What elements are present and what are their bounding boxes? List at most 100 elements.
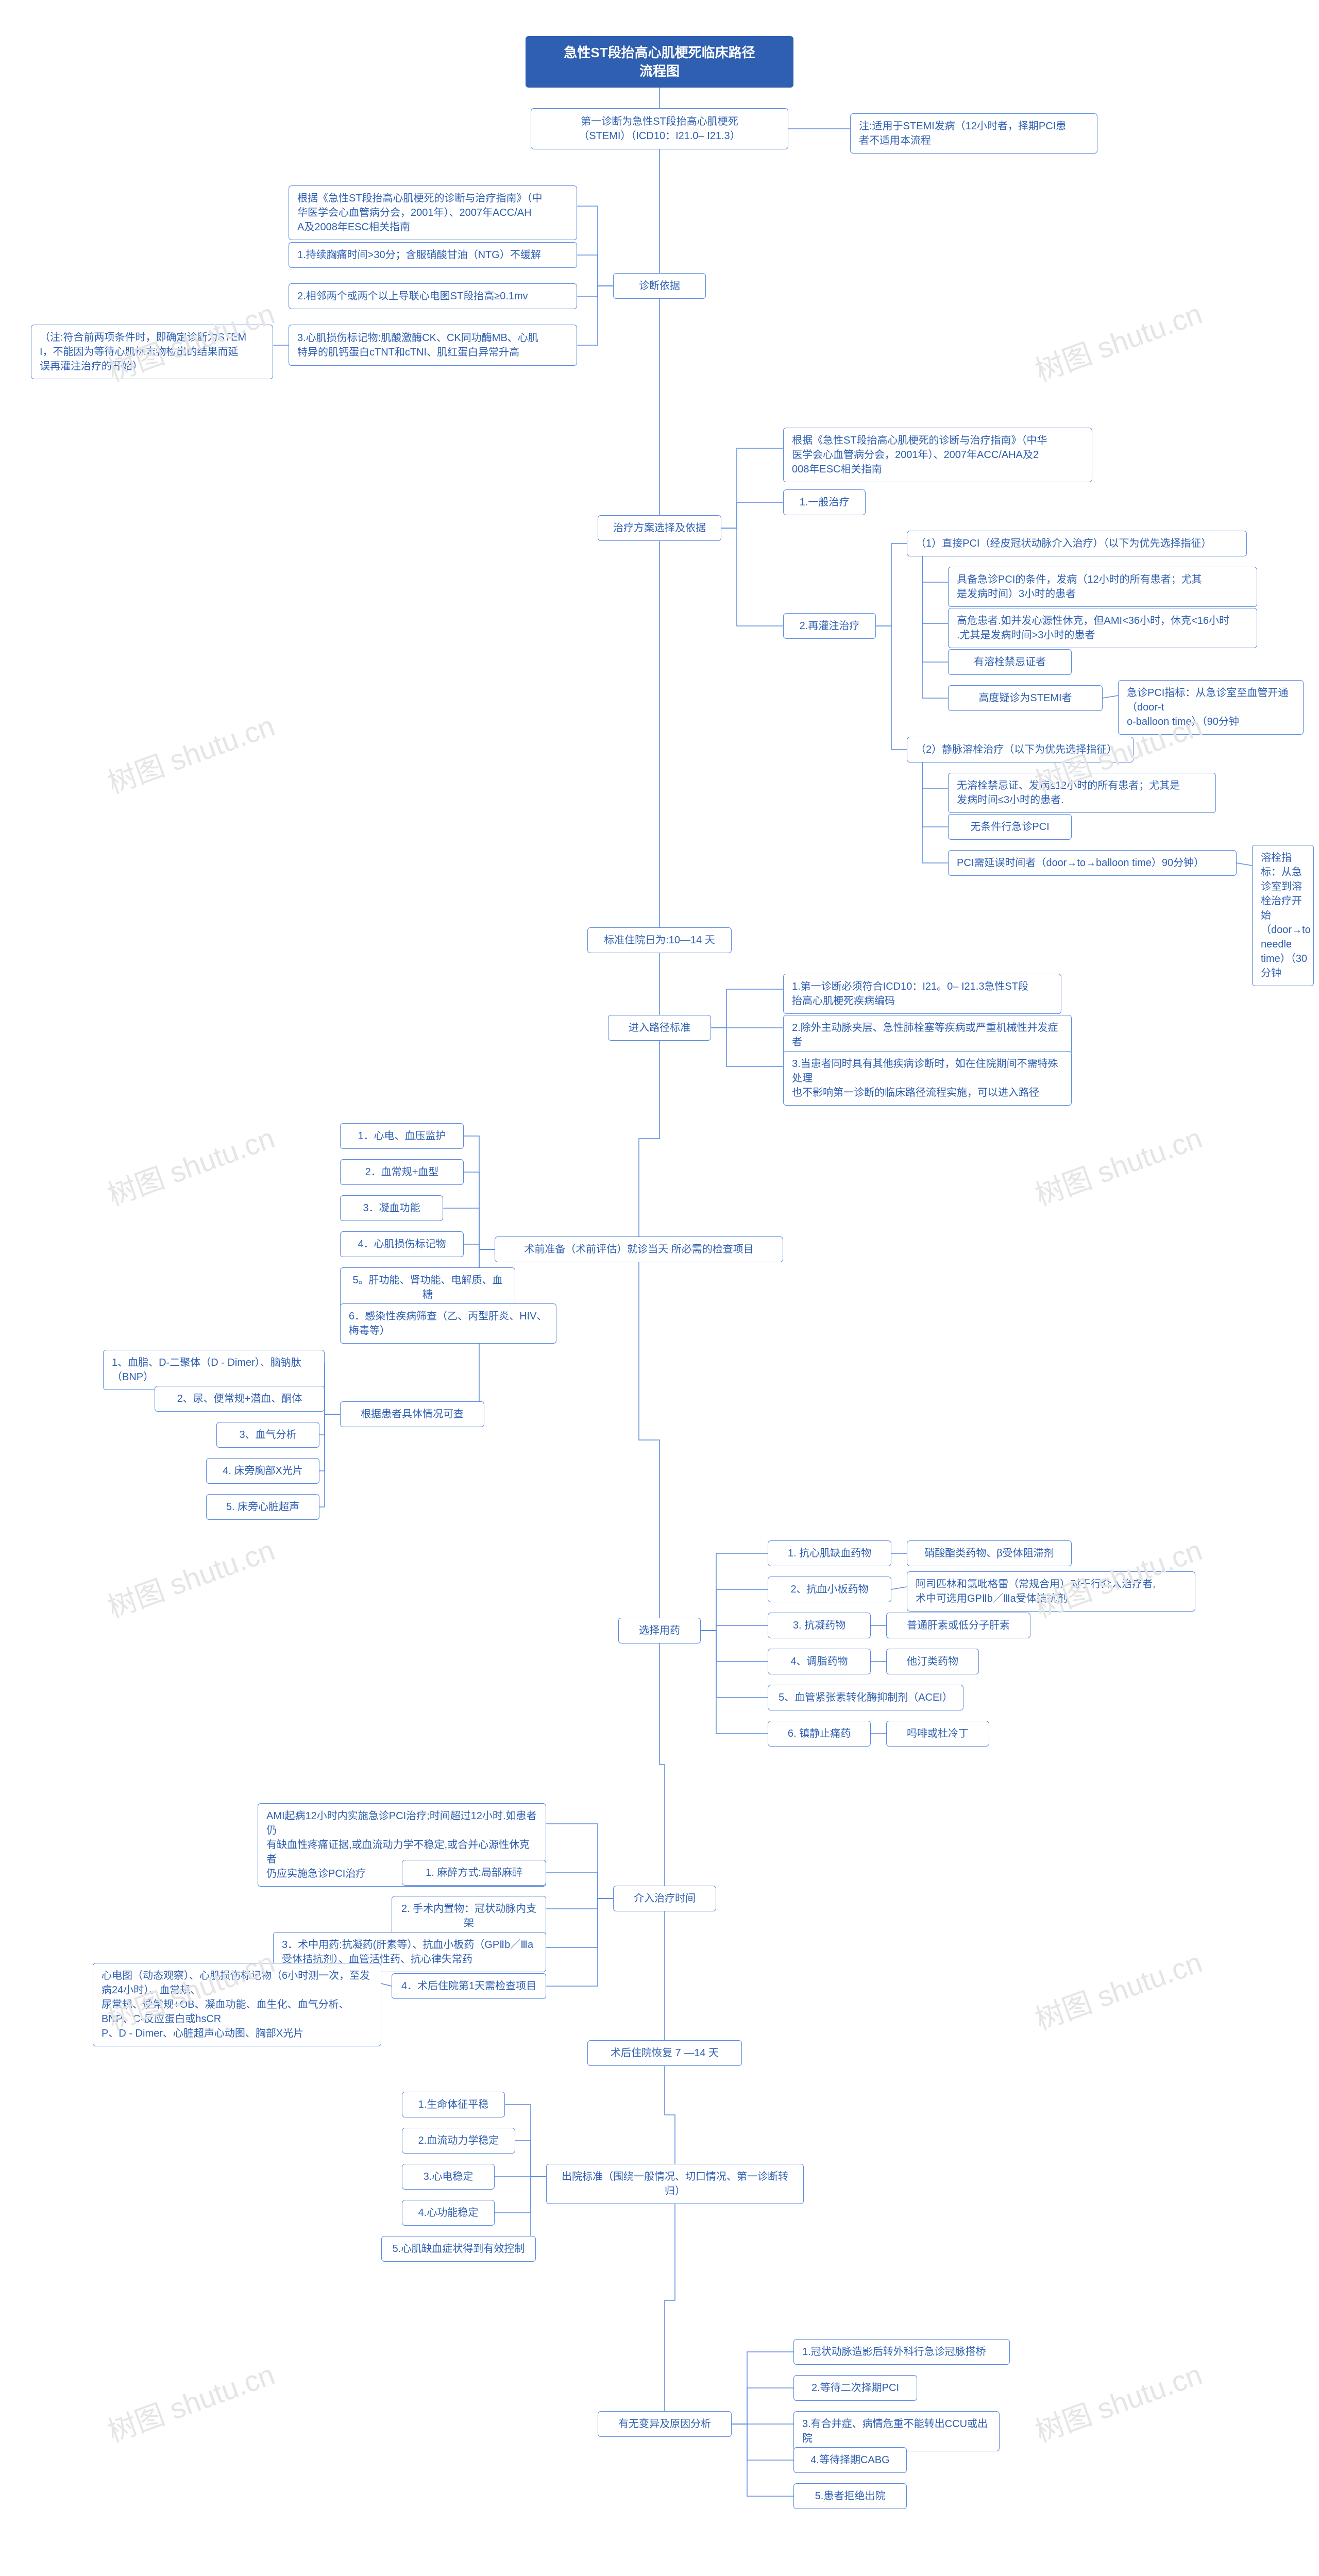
- node-drug_2: 2、抗血小板药物: [768, 1577, 891, 1602]
- node-basis_3a: （注:符合前两项条件时，即确定诊断为STEMI，不能因为等待心肌标志物检出的结果…: [31, 325, 273, 379]
- edge: [546, 1899, 613, 1986]
- node-postlos: 术后住院恢复 7 —14 天: [587, 2040, 742, 2066]
- node-enter_1: 1.第一诊断必须符合ICD10：I21。0– I21.3急性ST段抬高心肌梗死疾…: [783, 974, 1061, 1014]
- node-drug_1a: 硝酸酯类药物、β受体阻滞剂: [907, 1540, 1072, 1566]
- edge: [876, 626, 907, 750]
- edge: [701, 1625, 768, 1631]
- watermark: 树图 shutu.cn: [101, 1115, 280, 1214]
- edge: [464, 1244, 495, 1249]
- watermark: 树图 shutu.cn: [101, 2351, 280, 2450]
- edge: [711, 1028, 783, 1066]
- edge: [922, 556, 948, 698]
- edge: [665, 2066, 675, 2164]
- node-disc_3: 3.心电稳定: [402, 2164, 495, 2190]
- node-drug_5: 5、血管紧张素转化酶抑制剂（ACEI）: [768, 1685, 963, 1710]
- node-pre_4: 4．心肌损伤标记物: [340, 1231, 464, 1257]
- edge: [701, 1631, 768, 1734]
- edge: [701, 1589, 768, 1631]
- node-var: 有无变异及原因分析: [598, 2411, 732, 2437]
- edge: [319, 1414, 340, 1471]
- watermark: 树图 shutu.cn: [101, 703, 280, 802]
- edge: [922, 556, 948, 662]
- watermark: 树图 shutu.cn: [1028, 1939, 1207, 2038]
- node-drug_3a: 普通肝素或低分子肝素: [886, 1613, 1030, 1638]
- edge: [721, 528, 783, 626]
- node-var_1: 1.冠状动脉造影后转外科行急诊冠脉搭桥: [793, 2339, 1010, 2365]
- edge: [711, 989, 783, 1028]
- node-plan_2: 2.再灌注治疗: [783, 613, 876, 639]
- edge: [660, 1643, 665, 1886]
- node-var_4: 4.等待择期CABG: [793, 2447, 907, 2473]
- node-plan_ref: 根据《急性ST段抬高心肌梗死的诊断与治疗指南》（中华医学会心血管病分会，2001…: [783, 428, 1092, 482]
- node-enter_3: 3.当患者同时具有其他疾病诊断时，如在住院期间不需特殊处理也不影响第一诊断的临床…: [783, 1051, 1072, 1106]
- node-title: 急性ST段抬高心肌梗死临床路径流程图: [526, 36, 793, 88]
- node-var_5: 5.患者拒绝出院: [793, 2483, 907, 2509]
- node-lysis_c: PCI需延误时间者（door→to→balloon time）90分钟）: [948, 850, 1237, 876]
- node-pre_2: 2．血常规+血型: [340, 1159, 464, 1185]
- node-pre_5: 5。肝功能、肾功能、电解质、血糖: [340, 1267, 515, 1308]
- node-opt_2: 2、尿、便常规+潜血、酮体: [155, 1386, 325, 1412]
- node-drug_4: 4、调脂药物: [768, 1649, 871, 1674]
- node-disc: 出院标准（围绕一般情况、切口情况、第一诊断转归）: [546, 2164, 804, 2204]
- edge: [639, 1262, 660, 1618]
- node-lysis_a: 无溶栓禁忌证、发病≤12小时的所有患者；尤其是发病时间≤3小时的患者.: [948, 773, 1216, 813]
- node-disc_1: 1.生命体征平稳: [402, 2092, 505, 2117]
- watermark: 树图 shutu.cn: [1028, 1115, 1207, 1214]
- edge: [577, 286, 613, 296]
- node-intv_4a: 心电图（动态观察）、心肌损伤标记物（6小时测一次，至发病24小时）、血常规、尿常…: [93, 1963, 381, 2046]
- node-drug_2a: 阿司匹林和氯吡格雷（常规合用）对于行介入治疗者,术中可选用GPⅡb／Ⅲa受体拮抗…: [907, 1571, 1195, 1612]
- edge: [721, 502, 783, 528]
- node-pci_b: 高危患者.如并发心源性休克，但AMI<36小时，休克<16小时.尤其是发病时间>…: [948, 608, 1257, 648]
- edge: [464, 1172, 495, 1249]
- node-intv_1: 1. 麻醉方式:局部麻醉: [402, 1860, 546, 1886]
- node-pci_hdr: （1）直接PCI（经皮冠状动脉介入治疗）（以下为优先选择指征）: [907, 531, 1247, 556]
- edge: [464, 1136, 495, 1249]
- node-intv_2: 2. 手术内置物：冠状动脉内支架: [392, 1896, 546, 1936]
- edge: [546, 1899, 613, 1947]
- edge: [732, 2388, 793, 2424]
- edge: [732, 2424, 793, 2460]
- edge: [922, 762, 948, 788]
- node-opt_5: 5. 床旁心脏超声: [206, 1494, 319, 1520]
- edge: [701, 1631, 768, 1698]
- node-diag: 第一诊断为急性ST段抬高心肌梗死（STEMI）（ICD10：I21.0– I21…: [531, 108, 788, 149]
- edge: [577, 206, 613, 286]
- node-preop: 术前准备（术前评估）就诊当天 所必需的检查项目: [495, 1236, 783, 1262]
- node-opt_1: 1、血脂、D-二聚体（D - Dimer）、脑钠肽（BNP）: [103, 1350, 325, 1390]
- edge: [665, 2190, 675, 2411]
- node-opt_3: 3、血气分析: [216, 1422, 319, 1448]
- edge: [319, 1414, 340, 1507]
- node-enter_2: 2.除外主动脉夹层、急性肺栓塞等疾病或严重机械性并发症者: [783, 1015, 1072, 1055]
- edge: [319, 1414, 340, 1435]
- node-disc_5: 5.心肌缺血症状得到有效控制: [381, 2236, 536, 2262]
- edge: [546, 1873, 613, 1899]
- node-disc_2: 2.血流动力学稳定: [402, 2128, 515, 2154]
- node-pre_opt: 根据患者具体情况可查: [340, 1401, 484, 1427]
- node-disc_4: 4.心功能稳定: [402, 2200, 495, 2226]
- node-drug_3: 3. 抗凝药物: [768, 1613, 871, 1638]
- node-los: 标准住院日为:10—14 天: [587, 927, 732, 953]
- node-intv: 介入治疗时间: [613, 1886, 716, 1911]
- edge: [1103, 696, 1118, 698]
- edge: [721, 448, 783, 528]
- node-drug_1: 1. 抗心肌缺血药物: [768, 1540, 891, 1566]
- edge: [922, 762, 948, 827]
- edge: [1237, 863, 1252, 866]
- watermark: 树图 shutu.cn: [101, 1527, 280, 1626]
- node-var_3: 3.有合并症、病情危重不能转出CCU或出院: [793, 2411, 1000, 2451]
- edge: [325, 1363, 340, 1414]
- node-pci_d: 高度疑诊为STEMI者: [948, 685, 1103, 711]
- node-plan: 治疗方案选择及依据: [598, 515, 721, 541]
- edge: [381, 1984, 392, 1986]
- node-var_2: 2.等待二次择期PCI: [793, 2375, 917, 2401]
- node-lysis_b: 无条件行急诊PCI: [948, 814, 1072, 840]
- edge: [732, 2424, 793, 2496]
- node-basis_2: 2.相邻两个或两个以上导联心电图ST段抬高≥0.1mv: [289, 283, 577, 309]
- node-pci_c: 有溶栓禁忌证者: [948, 649, 1072, 675]
- node-lysis_hdr: （2）静脉溶栓治疗（以下为优先选择指征）: [907, 737, 1134, 762]
- watermark: 树图 shutu.cn: [1028, 2351, 1207, 2450]
- node-intv_4: 4．术后住院第1天需检查项目: [392, 1973, 546, 1999]
- node-pre_3: 3．凝血功能: [340, 1195, 443, 1221]
- node-pre_6: 6．感染性疾病筛查（乙、丙型肝炎、HIV、梅毒等）: [340, 1303, 556, 1344]
- edge: [922, 762, 948, 863]
